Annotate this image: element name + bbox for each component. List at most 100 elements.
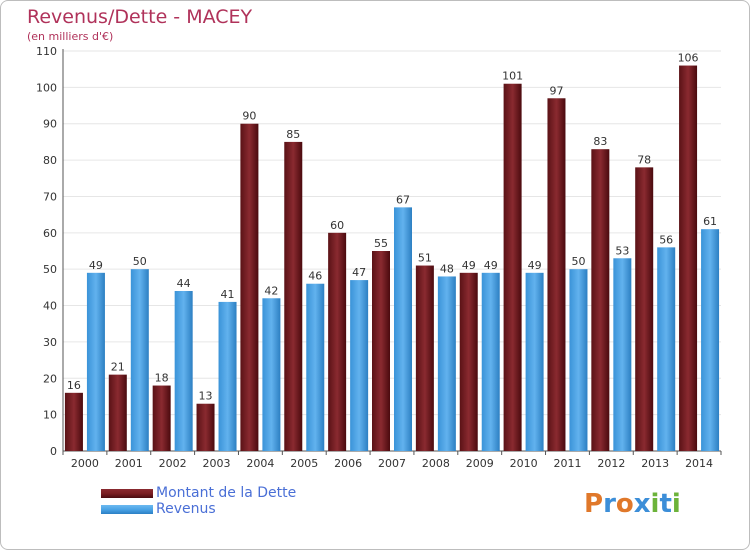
bar-revenue: [525, 272, 544, 451]
bar-revenue: [613, 258, 632, 451]
logo-letter: P: [584, 489, 604, 519]
y-tick-label: 0: [50, 445, 57, 458]
proxiti-logo: Proxiti: [584, 489, 681, 519]
bar-debt: [459, 272, 478, 451]
y-tick-label: 60: [43, 227, 57, 240]
bar-revenue: [657, 247, 676, 451]
bar-revenue: [350, 280, 369, 451]
bar-debt: [635, 167, 654, 451]
bar-revenue: [306, 283, 325, 451]
x-tick-label: 2014: [685, 457, 713, 470]
data-label-revenue: 49: [484, 259, 498, 272]
x-tick-label: 2004: [246, 457, 274, 470]
x-tick-label: 2000: [71, 457, 99, 470]
x-tick-label: 2001: [115, 457, 143, 470]
bar-revenue: [701, 229, 720, 451]
bar-revenue: [437, 276, 456, 451]
chart-title: Revenus/Dette - MACEY: [27, 6, 253, 28]
bar-debt: [328, 232, 347, 451]
y-tick-label: 40: [43, 300, 57, 313]
legend-swatch-debt: [101, 489, 153, 498]
x-tick-label: 2003: [203, 457, 231, 470]
y-tick-label: 80: [43, 154, 57, 167]
data-label-debt: 21: [111, 361, 125, 374]
bar-debt: [591, 149, 610, 451]
x-tick-label: 2005: [290, 457, 318, 470]
y-tick-label: 90: [43, 118, 57, 131]
data-label-revenue: 44: [177, 277, 191, 290]
y-tick-label: 20: [43, 372, 57, 385]
bar-debt: [372, 251, 390, 451]
bar-revenue: [86, 272, 105, 451]
x-tick-label: 2009: [466, 457, 494, 470]
y-tick-label: 70: [43, 190, 57, 203]
data-label-revenue: 49: [89, 259, 103, 272]
data-label-revenue: 49: [528, 259, 542, 272]
legend-swatch-revenue: [101, 505, 153, 514]
x-tick-label: 2010: [510, 457, 538, 470]
data-label-debt: 106: [678, 52, 699, 65]
bar-debt: [152, 385, 171, 451]
logo-letter: i: [650, 489, 660, 519]
data-label-debt: 97: [549, 84, 563, 97]
data-label-debt: 85: [286, 128, 300, 141]
logo-letter: r: [603, 489, 616, 519]
logo-letter: t: [659, 489, 672, 519]
x-tick-label: 2007: [378, 457, 406, 470]
data-label-revenue: 50: [133, 255, 147, 268]
data-label-debt: 55: [374, 237, 388, 250]
logo-letter: i: [671, 489, 681, 519]
bar-revenue: [569, 269, 588, 451]
data-label-debt: 13: [199, 390, 213, 403]
bar-debt: [415, 265, 434, 451]
data-label-debt: 49: [462, 259, 476, 272]
x-tick-label: 2008: [422, 457, 450, 470]
chart-subtitle: (en milliers d'€): [27, 30, 114, 43]
bar-revenue: [174, 291, 193, 451]
data-label-debt: 18: [155, 372, 169, 385]
bar-revenue: [394, 207, 412, 451]
bar-debt: [108, 374, 127, 451]
y-tick-label: 110: [36, 45, 57, 58]
bar-debt: [196, 403, 215, 451]
bar-debt: [679, 65, 698, 451]
x-tick-label: 2002: [159, 457, 187, 470]
logo-letter: o: [615, 489, 634, 519]
bar-revenue: [218, 301, 237, 451]
plot-area: [63, 51, 721, 451]
bar-debt: [503, 83, 522, 452]
bar-debt: [64, 392, 83, 451]
bar-revenue: [262, 298, 281, 451]
legend-label-debt: Montant de la Dette: [156, 485, 297, 501]
data-label-debt: 101: [502, 70, 523, 83]
data-label-debt: 83: [593, 135, 607, 148]
data-label-debt: 78: [637, 153, 651, 166]
data-label-revenue: 53: [615, 244, 629, 257]
bar-revenue: [130, 269, 149, 451]
y-tick-label: 50: [43, 263, 57, 276]
bar-revenue: [481, 272, 500, 451]
data-label-revenue: 41: [221, 288, 235, 301]
bar-debt: [547, 98, 566, 451]
x-tick-label: 2012: [597, 457, 625, 470]
data-label-revenue: 61: [703, 215, 717, 228]
legend-label-revenue: Revenus: [156, 501, 216, 517]
data-label-debt: 60: [330, 219, 344, 232]
data-label-revenue: 67: [396, 193, 410, 206]
data-label-debt: 51: [418, 252, 432, 265]
logo-letter: x: [633, 489, 651, 519]
data-label-revenue: 48: [440, 262, 454, 275]
data-label-debt: 90: [242, 110, 256, 123]
y-tick-label: 30: [43, 336, 57, 349]
bar-debt: [284, 141, 303, 451]
data-label-revenue: 47: [352, 266, 366, 279]
y-tick-label: 10: [43, 409, 57, 422]
data-label-debt: 16: [67, 379, 81, 392]
data-label-revenue: 46: [308, 270, 322, 283]
x-tick-label: 2013: [641, 457, 669, 470]
data-label-revenue: 42: [264, 284, 278, 297]
y-tick-label: 100: [36, 81, 57, 94]
x-tick-label: 2006: [334, 457, 362, 470]
